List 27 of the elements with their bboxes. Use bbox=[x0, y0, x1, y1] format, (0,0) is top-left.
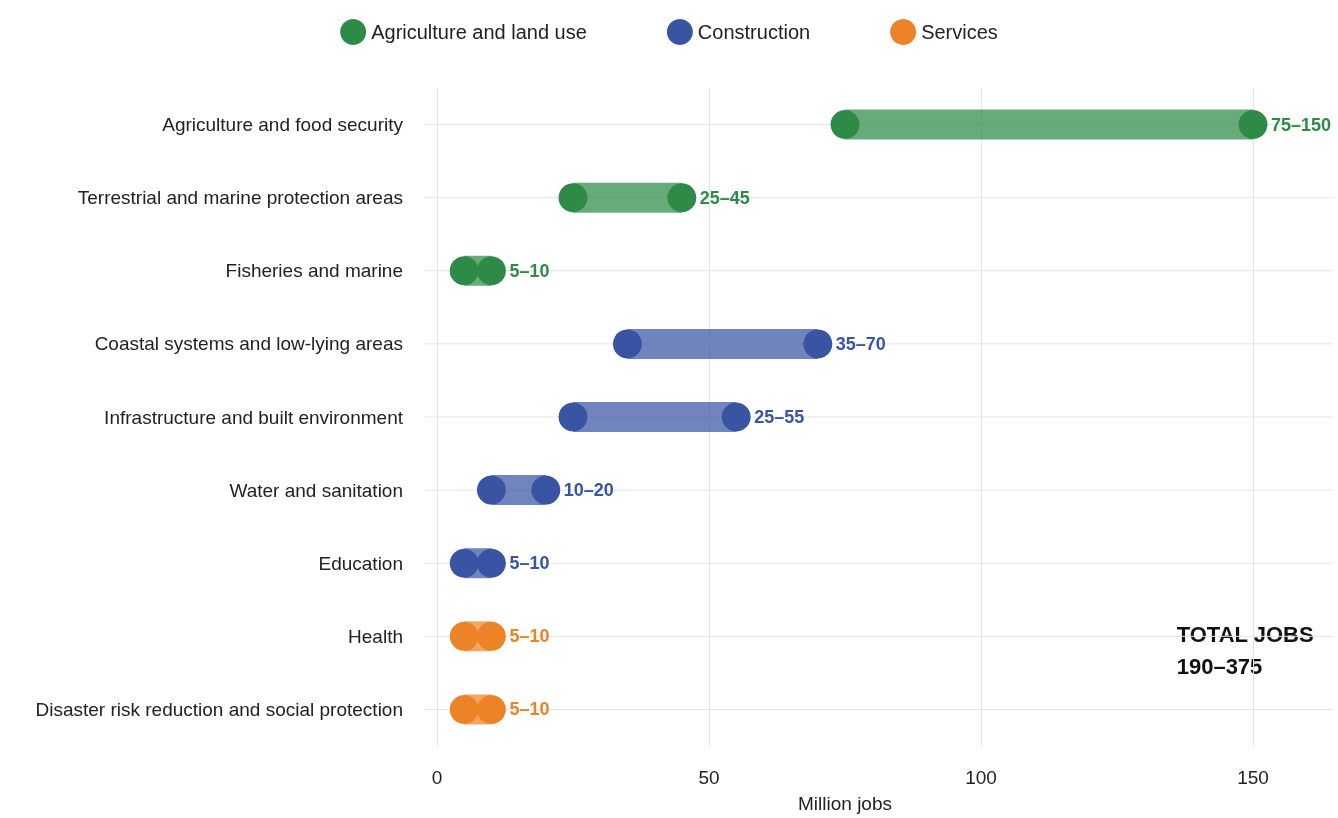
data-label: 10–20 bbox=[563, 480, 614, 501]
annotation: TOTAL JOBS 190–375 bbox=[1176, 621, 1314, 679]
data-label: 5–10 bbox=[509, 553, 550, 574]
y-tick-label: Fisheries and marine bbox=[225, 260, 403, 282]
data-label: 25–45 bbox=[699, 187, 750, 208]
x-tick-label: 0 bbox=[431, 767, 443, 788]
x-tick-label: 100 bbox=[965, 767, 997, 788]
x-tick-label: 50 bbox=[698, 767, 720, 788]
y-tick-label: Water and sanitation bbox=[229, 479, 403, 501]
data-label: 25–55 bbox=[754, 407, 805, 427]
legend-label: Construction bbox=[697, 21, 811, 43]
data-label: 5–10 bbox=[509, 699, 550, 720]
legend-label: Services bbox=[921, 21, 998, 43]
y-tick-label: Coastal systems and low-lying areas bbox=[94, 333, 403, 355]
y-tick-label: Education bbox=[318, 552, 403, 574]
data-label: 5–10 bbox=[509, 260, 550, 281]
y-tick-label: Health bbox=[348, 625, 403, 647]
data-label: 5–10 bbox=[509, 626, 550, 647]
y-tick-label: Infrastructure and built environment bbox=[104, 406, 404, 428]
y-tick-label: Disaster risk reduction and social protection bbox=[35, 698, 403, 720]
data-label: 35–70 bbox=[835, 333, 886, 354]
y-tick-label: Terrestrial and marine protection areas bbox=[77, 187, 403, 209]
x-tick-label: 150 bbox=[1237, 767, 1269, 788]
x-axis-title: Million jobs bbox=[798, 793, 892, 814]
y-tick-label: Agriculture and food security bbox=[162, 114, 404, 136]
data-label: 75–150 bbox=[1271, 114, 1332, 135]
legend-label: Agriculture and land use bbox=[371, 21, 587, 43]
